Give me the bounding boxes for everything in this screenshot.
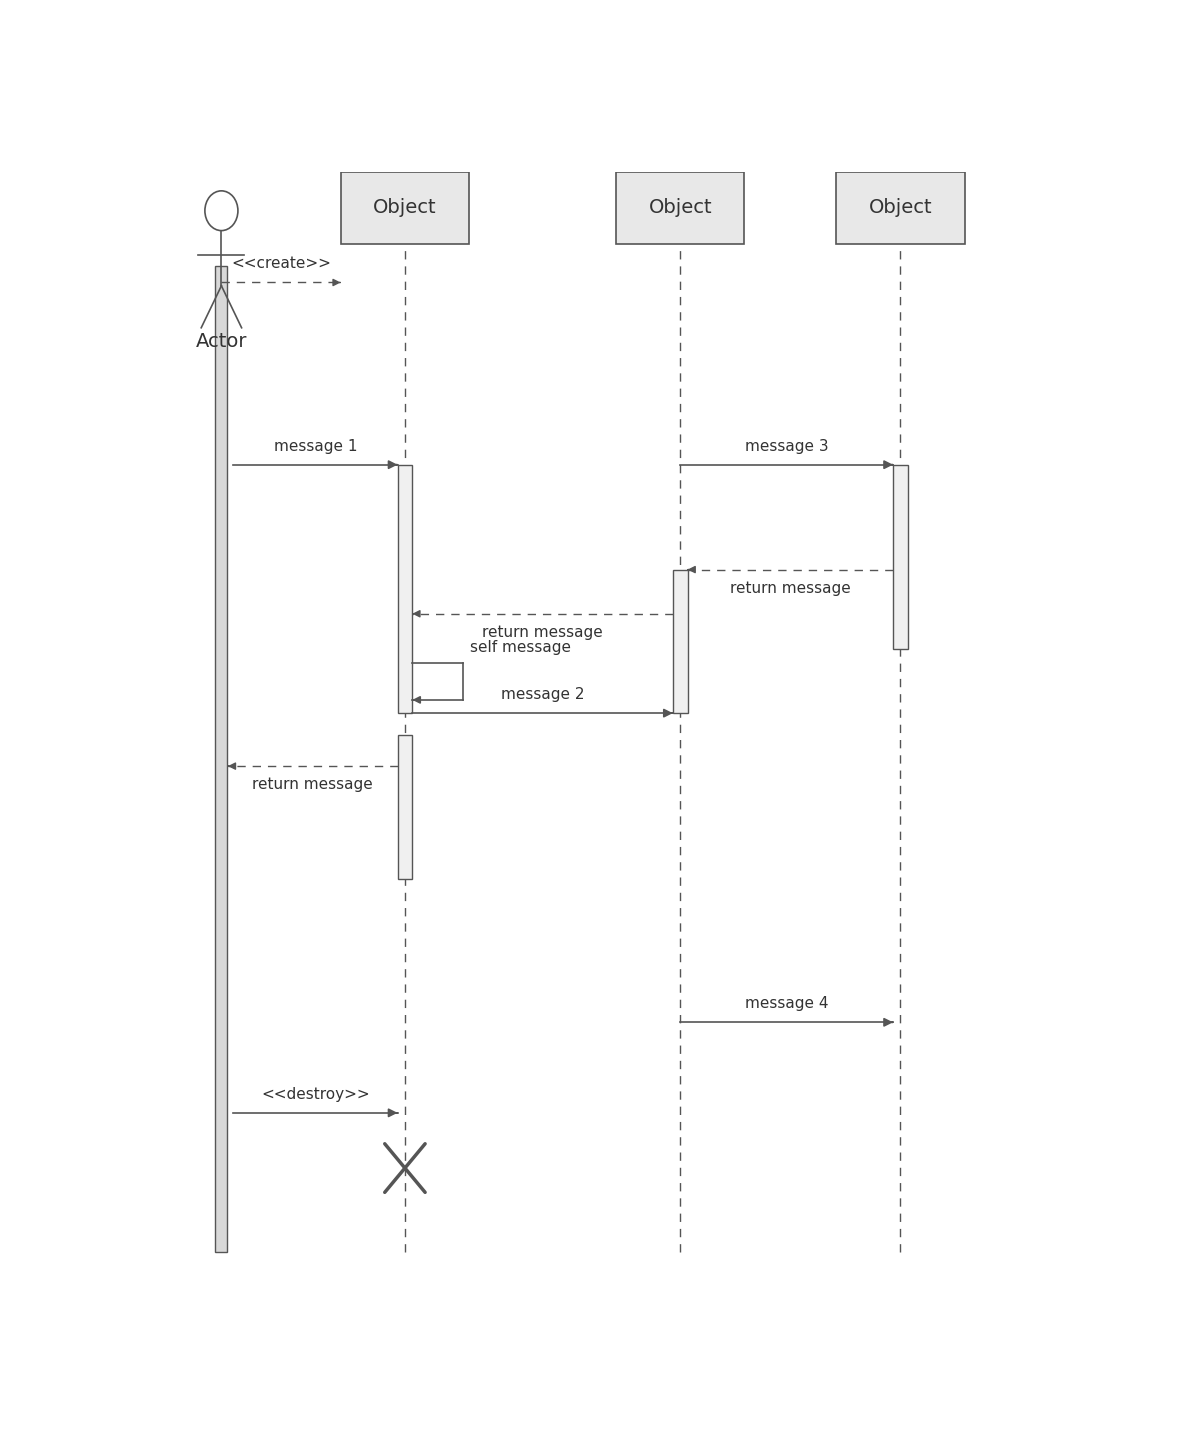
Text: Object: Object <box>373 198 437 218</box>
Text: <<create>>: <<create>> <box>231 257 332 271</box>
Bar <box>673 569 688 713</box>
Bar <box>616 172 745 244</box>
Text: message 1: message 1 <box>274 439 358 453</box>
Text: <<destroy>>: <<destroy>> <box>262 1087 369 1101</box>
Text: message 2: message 2 <box>501 687 585 703</box>
Text: Actor: Actor <box>195 333 247 351</box>
Text: return message: return message <box>731 581 850 595</box>
Text: Object: Object <box>869 198 932 218</box>
Text: Object: Object <box>649 198 712 218</box>
Text: return message: return message <box>252 777 373 792</box>
Text: return message: return message <box>482 625 603 640</box>
Text: message 3: message 3 <box>745 439 829 453</box>
Bar <box>215 265 227 1252</box>
Text: self message: self message <box>470 640 571 654</box>
Bar <box>836 172 965 244</box>
Bar <box>398 736 412 879</box>
Text: message 4: message 4 <box>745 997 829 1011</box>
Circle shape <box>205 191 238 231</box>
Bar <box>398 465 412 713</box>
Bar <box>341 172 469 244</box>
Bar <box>893 465 908 650</box>
